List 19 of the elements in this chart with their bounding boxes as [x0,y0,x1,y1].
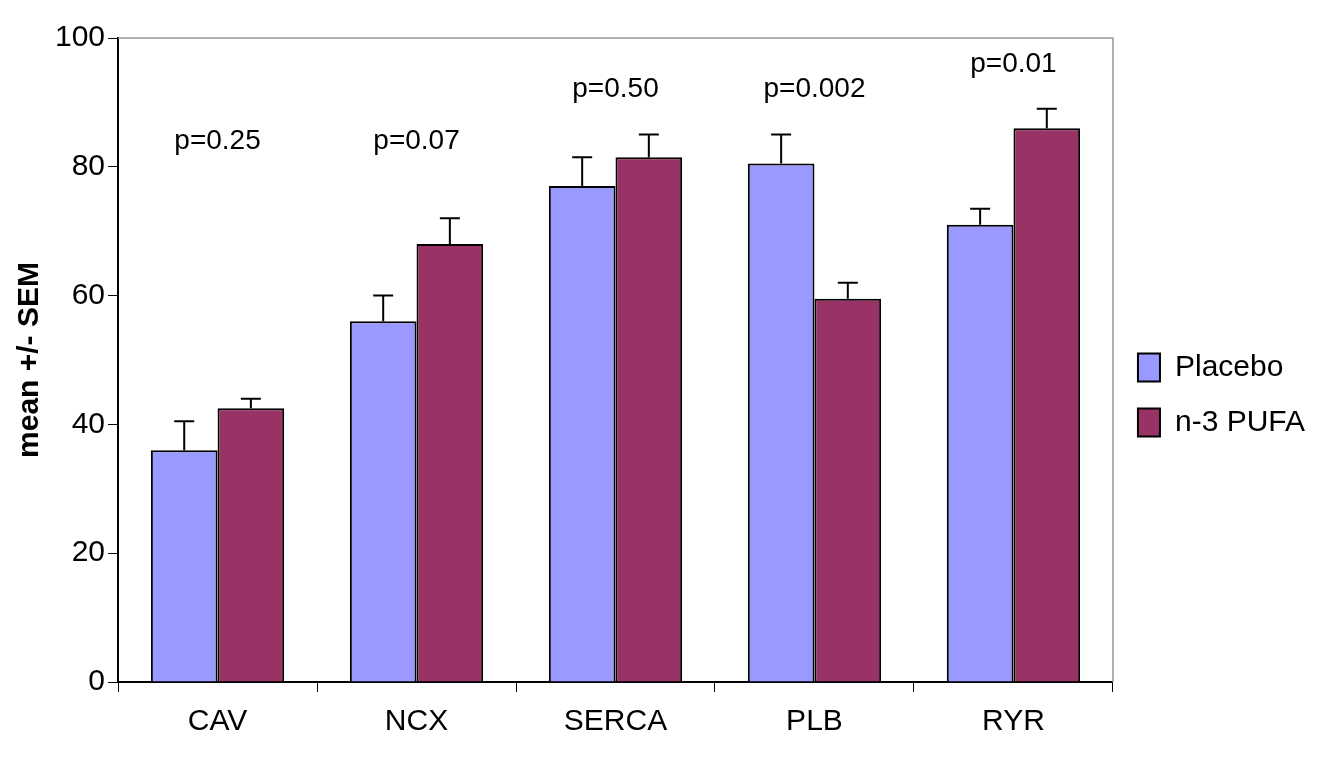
annotation: p=0.50 [572,72,659,104]
y-tick-label: 100 [54,19,106,53]
y-tick-label: 20 [71,534,106,568]
annotation: p=0.25 [174,123,261,155]
legend-label: n-3 PUFA [1174,403,1306,437]
x-tick-label: NCX [384,703,449,737]
y-axis-title: mean +/- SEM [11,262,45,458]
y-tick-label: 0 [88,663,106,697]
x-tick-label: CAV [187,703,248,737]
annotation: p=0.07 [373,123,460,155]
annotation: p=0.002 [763,72,866,104]
x-tick-label: RYR [982,703,1045,737]
y-tick-label: 40 [71,405,106,439]
x-tick-label: SERCA [563,703,668,737]
y-tick-label: 80 [71,148,106,182]
y-tick-label: 60 [71,276,106,310]
legend-label: Placebo [1174,348,1284,382]
x-tick-label: PLB [786,703,843,737]
annotation: p=0.01 [970,46,1057,78]
